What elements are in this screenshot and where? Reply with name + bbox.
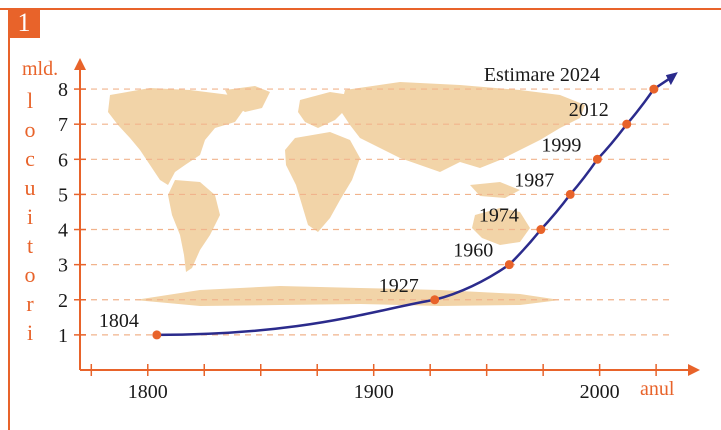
- data-label-1960: 1960: [453, 240, 493, 262]
- y-tick-label-4: 4: [58, 220, 68, 242]
- data-label-2024: Estimare 2024: [484, 64, 600, 86]
- top-border: [0, 8, 721, 10]
- y-axis-label-letter: t: [27, 233, 33, 258]
- data-label-1974: 1974: [479, 205, 519, 227]
- figure-number-badge: 1: [8, 8, 40, 38]
- antarctica-shape: [135, 286, 560, 306]
- data-label-1804: 1804: [99, 310, 139, 332]
- point-labels: 1804 1927 1960 1974 1987 1999 2012 Estimare 202…: [99, 64, 609, 332]
- world-map-background: [108, 82, 585, 306]
- data-point-1960: [504, 260, 514, 270]
- data-point-2012: [622, 119, 632, 129]
- y-axis-label-letter: i: [27, 204, 33, 229]
- y-axis-unit-label: mld.: [22, 58, 58, 80]
- y-axis-label-letter: c: [25, 146, 35, 171]
- data-point-1987: [565, 189, 575, 199]
- data-point-1999: [592, 154, 602, 164]
- y-tick-label-1: 1: [58, 325, 68, 347]
- y-axis-label-letter: o: [25, 262, 36, 287]
- axes: [74, 58, 700, 376]
- islands-shape: [470, 182, 520, 198]
- data-label-2012: 2012: [569, 99, 609, 121]
- y-tick-label-6: 6: [58, 149, 68, 171]
- y-tick-label-5: 5: [58, 184, 68, 206]
- south-america-shape: [168, 180, 220, 272]
- data-label-1987: 1987: [514, 169, 554, 191]
- data-point-1804: [152, 330, 162, 340]
- data-point-1927: [430, 295, 440, 305]
- data-point-1974: [536, 225, 546, 235]
- y-tick-label-8: 8: [58, 79, 68, 101]
- europe-shape: [298, 92, 350, 128]
- y-axis-label-letter: l: [27, 88, 33, 113]
- x-tick-label-2000: 2000: [580, 381, 620, 403]
- x-axis-label: anul: [640, 378, 675, 400]
- curve-arrow-head: [665, 72, 678, 86]
- x-axis-arrow: [688, 364, 700, 376]
- asia-shape: [340, 82, 585, 172]
- data-point-2024: [649, 84, 659, 94]
- x-ticks: 1800 1900 2000: [90, 364, 657, 403]
- y-tick-label-2: 2: [58, 290, 68, 312]
- x-tick-label-1800: 1800: [128, 381, 168, 403]
- y-axis-label-letter: r: [26, 291, 34, 316]
- left-border: [8, 8, 10, 430]
- greenland-shape: [225, 86, 270, 112]
- y-axis-label-letter: i: [27, 320, 33, 345]
- data-label-1927: 1927: [379, 275, 419, 297]
- y-axis-label-letter: u: [25, 175, 36, 200]
- y-tick-label-3: 3: [58, 255, 68, 277]
- y-tick-label-7: 7: [58, 114, 68, 136]
- australia-shape: [472, 208, 530, 245]
- x-tick-label-1900: 1900: [354, 381, 394, 403]
- y-axis-arrow: [74, 58, 86, 70]
- north-america-shape: [108, 88, 245, 185]
- data-points: [152, 72, 678, 340]
- africa-shape: [285, 132, 360, 232]
- data-label-1999: 1999: [541, 134, 581, 156]
- y-ticks: 1 2 3 4 5 6 7 8: [58, 79, 86, 347]
- y-axis-label-letter: o: [25, 117, 36, 142]
